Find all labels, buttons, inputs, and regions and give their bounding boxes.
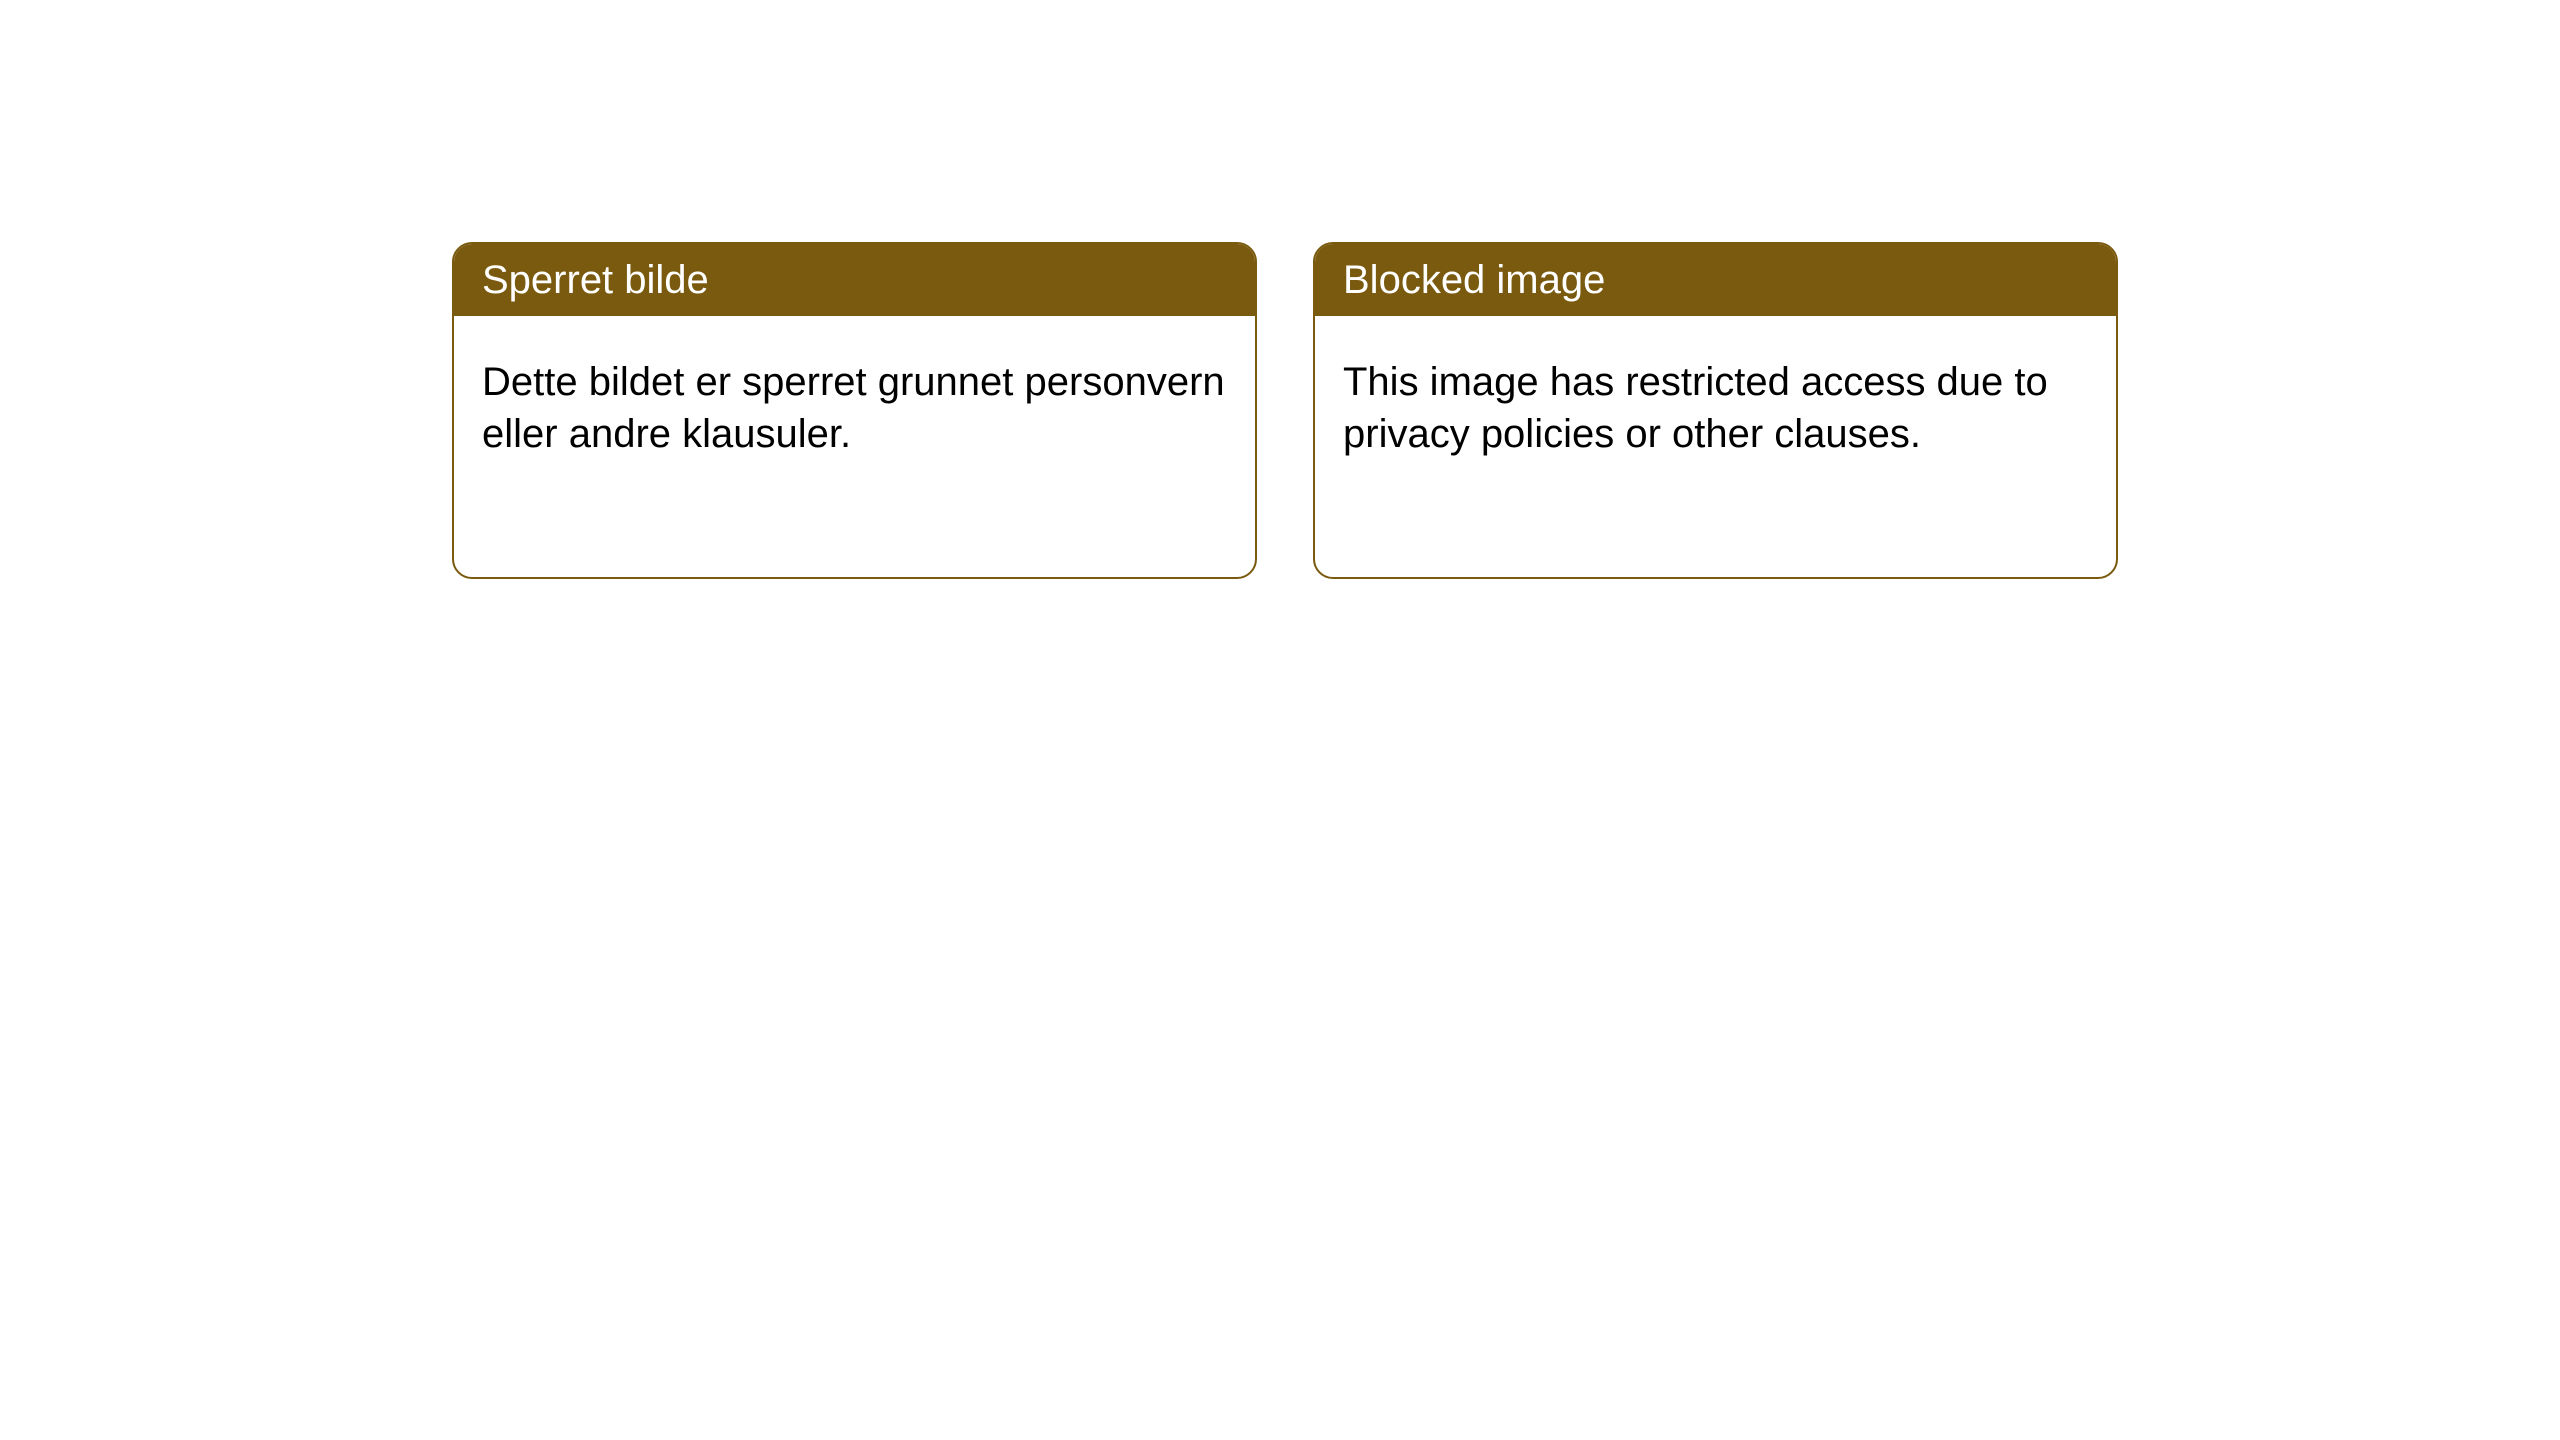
- notice-card-norwegian: Sperret bilde Dette bildet er sperret gr…: [452, 242, 1257, 579]
- notice-body-norwegian: Dette bildet er sperret grunnet personve…: [454, 316, 1255, 500]
- notice-body-english: This image has restricted access due to …: [1315, 316, 2116, 500]
- notice-container: Sperret bilde Dette bildet er sperret gr…: [452, 242, 2118, 579]
- notice-header-english: Blocked image: [1315, 244, 2116, 316]
- notice-body-text-english: This image has restricted access due to …: [1343, 360, 2048, 456]
- notice-header-norwegian: Sperret bilde: [454, 244, 1255, 316]
- notice-body-text-norwegian: Dette bildet er sperret grunnet personve…: [482, 360, 1225, 456]
- notice-title-english: Blocked image: [1343, 258, 1605, 302]
- notice-title-norwegian: Sperret bilde: [482, 258, 709, 302]
- notice-card-english: Blocked image This image has restricted …: [1313, 242, 2118, 579]
